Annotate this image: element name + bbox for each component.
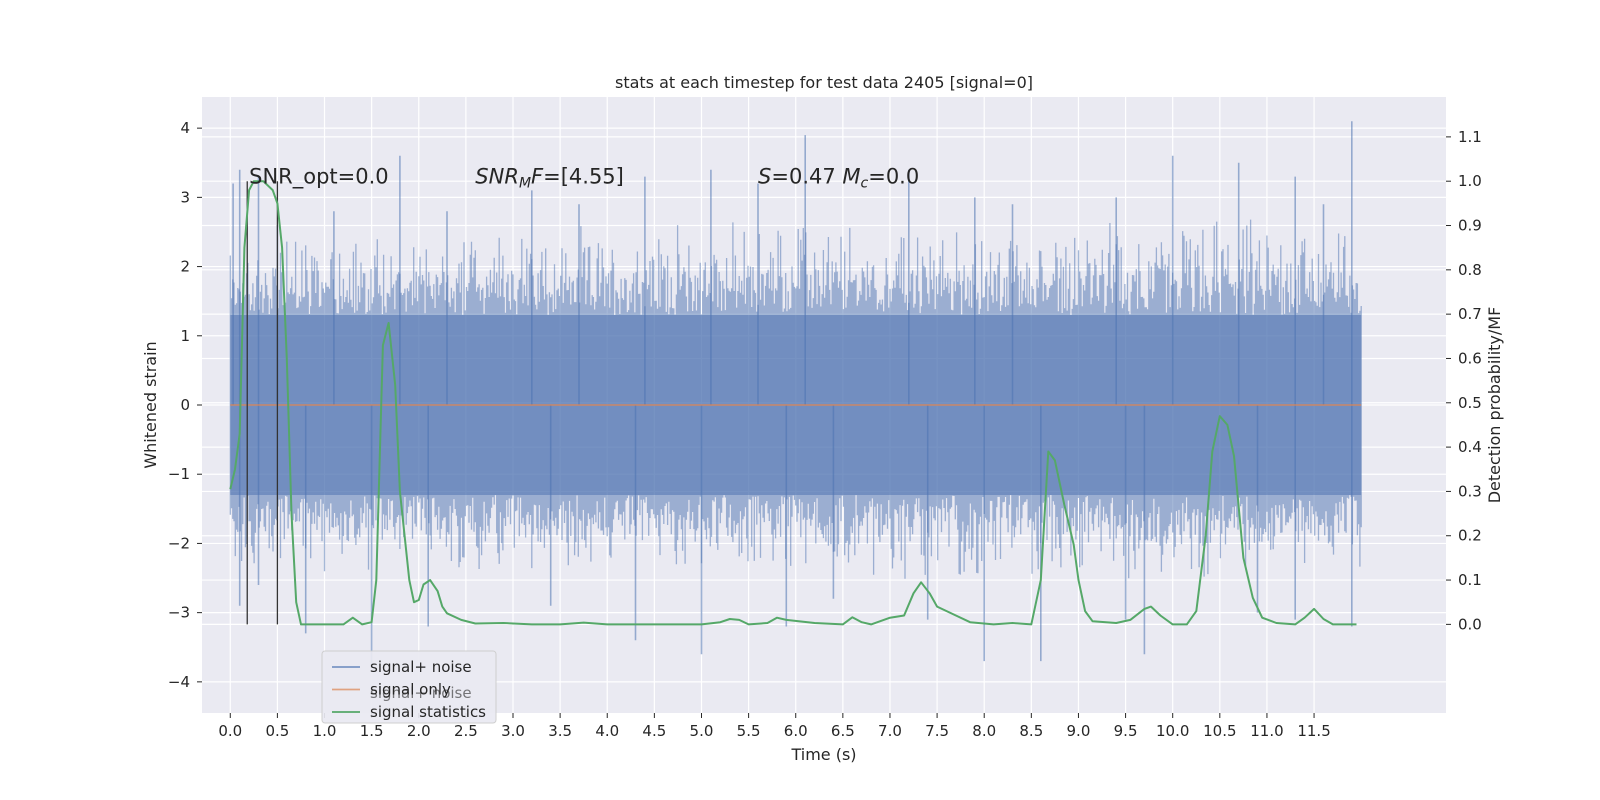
x-tick-label: 10.0 bbox=[1156, 722, 1189, 740]
annotations: SNR_opt=0.0 SNRMF=[4.55] S=0.47 Mc=0.0 bbox=[249, 165, 919, 192]
x-tick-label: 4.5 bbox=[642, 722, 666, 740]
annotation: SNRMF=[4.55] bbox=[475, 165, 624, 192]
y2-tick-label: 0.6 bbox=[1458, 349, 1482, 367]
y2-tick-label: 0.7 bbox=[1458, 305, 1482, 323]
y2-tick-label: 1.0 bbox=[1458, 172, 1482, 190]
tick-labels: 0.0 0.5 1.0 1.5 2.0 2.5 3.0 3.5 4.0 4.5 5.0 5.5 6.0 6… bbox=[168, 119, 1482, 740]
y2-tick-label: 0.9 bbox=[1458, 217, 1482, 235]
legend-label: signal only bbox=[370, 681, 451, 699]
y-tick-label: 3 bbox=[180, 188, 190, 206]
x-tick-label: 6.0 bbox=[784, 722, 808, 740]
x-tick-label: 9.0 bbox=[1067, 722, 1091, 740]
y2-tick-label: 0.2 bbox=[1458, 527, 1482, 545]
y-tick-label: 2 bbox=[180, 258, 190, 276]
y-tick-label: −3 bbox=[168, 604, 190, 622]
x-tick-label: 4.0 bbox=[595, 722, 619, 740]
legend-label: signal statistics bbox=[370, 703, 486, 721]
legend-ghost-text: signal+ noise bbox=[370, 684, 472, 702]
y-tick-label: −2 bbox=[168, 534, 190, 552]
x-tick-label: 3.5 bbox=[548, 722, 572, 740]
y-tick-label: 0 bbox=[180, 396, 190, 414]
y-tick-label: −4 bbox=[168, 673, 190, 691]
legend-label: signal+ noise bbox=[370, 658, 472, 676]
y-axis-label: Whitened strain bbox=[141, 341, 160, 468]
x-tick-label: 10.5 bbox=[1203, 722, 1236, 740]
y2-axis-label: Detection probability/MF bbox=[1485, 307, 1504, 504]
x-tick-label: 5.5 bbox=[737, 722, 761, 740]
x-tick-label: 6.5 bbox=[831, 722, 855, 740]
noise-spikes bbox=[232, 121, 1353, 668]
chart-title: stats at each timestep for test data 240… bbox=[615, 73, 1033, 92]
x-tick-label: 2.0 bbox=[407, 722, 431, 740]
y-tick-label: −1 bbox=[168, 465, 190, 483]
x-tick-label: 7.0 bbox=[878, 722, 902, 740]
y2-tick-label: 0.3 bbox=[1458, 482, 1482, 500]
x-tick-label: 9.5 bbox=[1114, 722, 1138, 740]
x-tick-label: 2.5 bbox=[454, 722, 478, 740]
x-tick-label: 11.5 bbox=[1297, 722, 1330, 740]
y2-tick-label: 0.8 bbox=[1458, 261, 1482, 279]
legend-box bbox=[321, 650, 497, 724]
x-tick-label: 5.0 bbox=[690, 722, 714, 740]
y-tick-label: 4 bbox=[180, 119, 190, 137]
y-tick-label: 1 bbox=[180, 327, 190, 345]
y2-tick-label: 0.5 bbox=[1458, 394, 1482, 412]
series-signal-statistics bbox=[229, 180, 1357, 626]
y2-tick-label: 0.0 bbox=[1458, 615, 1482, 633]
x-tick-label: 7.5 bbox=[925, 722, 949, 740]
annotation: SNR_opt=0.0 bbox=[249, 165, 389, 190]
y2-tick-label: 0.1 bbox=[1458, 571, 1482, 589]
x-tick-label: 0.5 bbox=[265, 722, 289, 740]
x-tick-label: 8.5 bbox=[1019, 722, 1043, 740]
x-tick-label: 8.0 bbox=[972, 722, 996, 740]
x-tick-label: 1.5 bbox=[360, 722, 384, 740]
x-tick-label: 1.0 bbox=[313, 722, 337, 740]
x-tick-label: 11.0 bbox=[1250, 722, 1283, 740]
x-tick-label: 0.0 bbox=[218, 722, 242, 740]
y2-tick-label: 0.4 bbox=[1458, 438, 1482, 456]
y2-tick-label: 1.1 bbox=[1458, 128, 1482, 146]
annotation: S=0.47 Mc=0.0 bbox=[758, 165, 919, 192]
x-tick-label: 3.0 bbox=[501, 722, 525, 740]
signal-statistics-line bbox=[229, 180, 1357, 626]
x-axis-label: Time (s) bbox=[790, 745, 856, 764]
vertical-markers bbox=[246, 181, 279, 625]
